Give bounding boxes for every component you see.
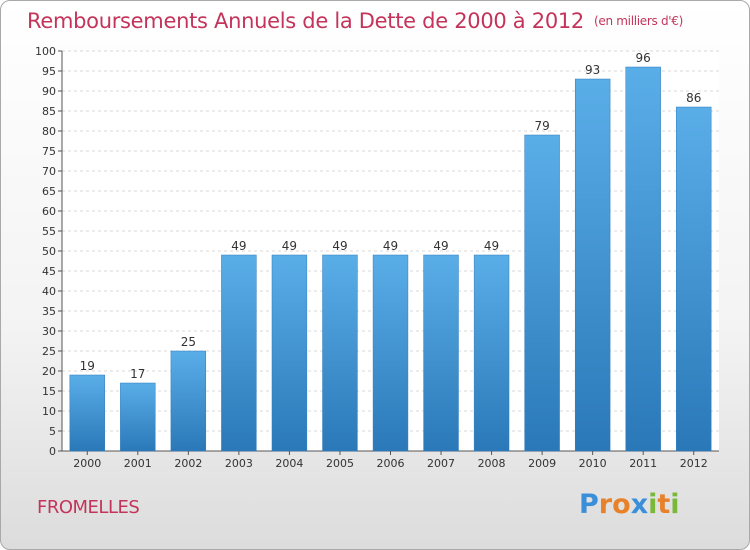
bar (473, 254, 510, 452)
x-tick-label: 2006 (377, 457, 405, 470)
bar-value-label: 25 (181, 335, 196, 349)
bar (676, 106, 712, 452)
x-tick-label: 2004 (275, 457, 303, 470)
x-tick-label: 2007 (427, 457, 455, 470)
y-tick-label: 55 (42, 225, 56, 238)
y-tick-label: 85 (42, 105, 56, 118)
bar-value-label: 49 (231, 239, 246, 253)
y-tick-label: 90 (42, 85, 56, 98)
bar (423, 254, 459, 452)
chart-title-text: Remboursements Annuels de la Dette de 20… (27, 9, 584, 33)
chart-title: Remboursements Annuels de la Dette de 20… (27, 9, 683, 33)
bar (574, 78, 611, 452)
bar-value-label: 93 (585, 63, 600, 77)
bar (221, 254, 257, 452)
bar-value-label: 96 (636, 51, 651, 65)
bar-value-label: 49 (433, 239, 448, 253)
y-tick-label: 30 (42, 325, 56, 338)
y-tick-label: 100 (35, 45, 56, 58)
logo-letter: r (598, 489, 613, 520)
y-tick-label: 5 (49, 425, 56, 438)
x-tick-label: 2001 (124, 457, 152, 470)
y-tick-label: 25 (42, 345, 56, 358)
bar (372, 254, 409, 452)
logo-letter: x (630, 489, 649, 520)
y-tick-label: 65 (42, 185, 56, 198)
proxiti-logo: Proxiti (579, 489, 680, 520)
x-tick-label: 2010 (579, 457, 607, 470)
y-tick-label: 60 (42, 205, 56, 218)
bar (69, 374, 105, 452)
x-tick-label: 2008 (478, 457, 506, 470)
y-tick-label: 70 (42, 165, 56, 178)
logo-letter: t (657, 489, 671, 520)
x-tick-label: 2002 (174, 457, 202, 470)
logo-letter: P (579, 489, 599, 520)
bar-value-label: 49 (383, 239, 398, 253)
x-tick-label: 2011 (629, 457, 657, 470)
x-tick-label: 2003 (225, 457, 253, 470)
commune-name: FROMELLES (37, 497, 140, 518)
bar-value-label: 86 (686, 91, 701, 105)
y-tick-label: 95 (42, 65, 56, 78)
y-tick-label: 40 (42, 285, 56, 298)
bar (322, 254, 358, 452)
y-tick-label: 80 (42, 125, 56, 138)
logo-letter: o (612, 489, 631, 520)
y-tick-label: 50 (42, 245, 56, 258)
bar-value-label: 49 (332, 239, 347, 253)
bar-value-label: 49 (484, 239, 499, 253)
y-tick-label: 75 (42, 145, 56, 158)
y-tick-label: 35 (42, 305, 56, 318)
y-tick-label: 20 (42, 365, 56, 378)
bar (170, 350, 207, 452)
bar-value-label: 17 (130, 367, 145, 381)
bar-value-label: 79 (534, 119, 549, 133)
bar (524, 134, 560, 452)
y-tick-label: 15 (42, 385, 56, 398)
bar-value-label: 19 (80, 359, 95, 373)
bar (120, 382, 156, 452)
bar (271, 254, 308, 452)
x-tick-label: 2000 (73, 457, 101, 470)
chart-unit: (en milliers d'€) (594, 14, 684, 28)
y-tick-label: 0 (49, 445, 56, 458)
x-tick-label: 2012 (680, 457, 708, 470)
logo-letter: i (648, 489, 658, 520)
y-tick-label: 45 (42, 265, 56, 278)
bar-value-label: 49 (282, 239, 297, 253)
x-tick-label: 2005 (326, 457, 354, 470)
bar (625, 66, 661, 452)
logo-letter: i (670, 489, 680, 520)
y-tick-label: 10 (42, 405, 56, 418)
x-tick-label: 2009 (528, 457, 556, 470)
